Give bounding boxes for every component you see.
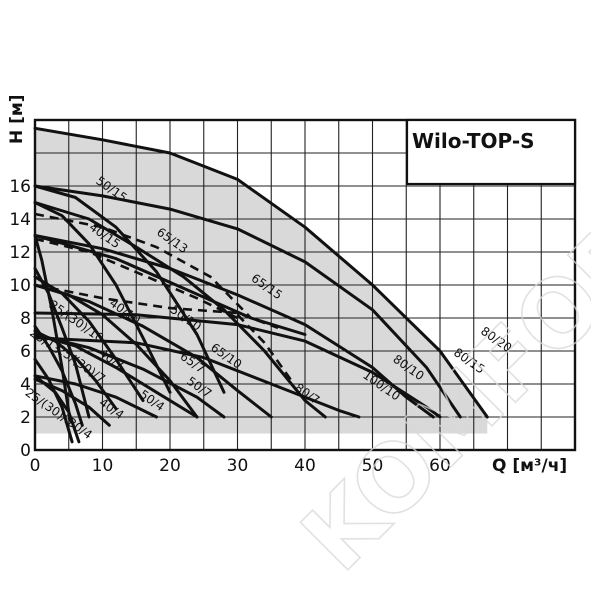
y-tick-label: 4 [20,375,31,395]
y-axis-label: H [м] [7,94,27,144]
x-tick-label: 50 [362,456,384,476]
dashed-curve-boundary-1 [34,212,252,319]
curve-80-15 [33,184,462,419]
curve-25-30-10 [33,267,91,419]
curve-25-13 [33,234,72,422]
x-tick-label: 20 [159,456,181,476]
y-tick-label: 0 [20,441,31,461]
x-tick-label: 30 [227,456,249,476]
x-tick-label: 60 [429,456,451,476]
x-tick-label: 40 [294,456,316,476]
curve-80-20 [33,126,489,419]
title-box: Wilo-TOP-S [405,118,577,186]
dashed-curve-boundary-4 [236,313,293,382]
y-tick-label: 12 [9,243,31,263]
x-tick-label: 0 [30,456,41,476]
curve-50-7 [33,333,199,419]
dashed-curve-boundary-3 [34,283,279,330]
plot-frame [33,118,577,452]
y-tick-label: 6 [20,342,31,362]
y-tick-label: 10 [9,276,31,296]
x-axis-label: Q [м³/ч] [492,456,567,476]
y-tick-label: 2 [20,408,31,428]
curve-65-15 [33,201,327,419]
chart-title: Wilo-TOP-S [412,129,535,153]
axes-layer: 0 10 20 30 40 50 60 0 2 4 6 8 10 12 14 16 [9,118,577,476]
x-tick-label: 10 [92,456,114,476]
curve-65-13 [33,234,307,336]
curve-65-10 [33,283,273,419]
curve-50-4 [33,374,158,419]
curves-layer [33,126,489,444]
y-tick-label: 14 [9,210,31,230]
dashed-curve-boundary-2 [34,237,239,320]
y-tick-label: 8 [20,309,31,329]
dashed-boundary-layer [34,212,293,382]
curve-50-15 [33,184,226,394]
curve-40-7 [33,329,118,411]
curve-100-10 [33,311,442,419]
curve-40-15 [33,201,172,394]
curve-30-4 [33,374,81,444]
curve-80-7 [33,336,361,419]
y-tick-label: 16 [9,177,31,197]
